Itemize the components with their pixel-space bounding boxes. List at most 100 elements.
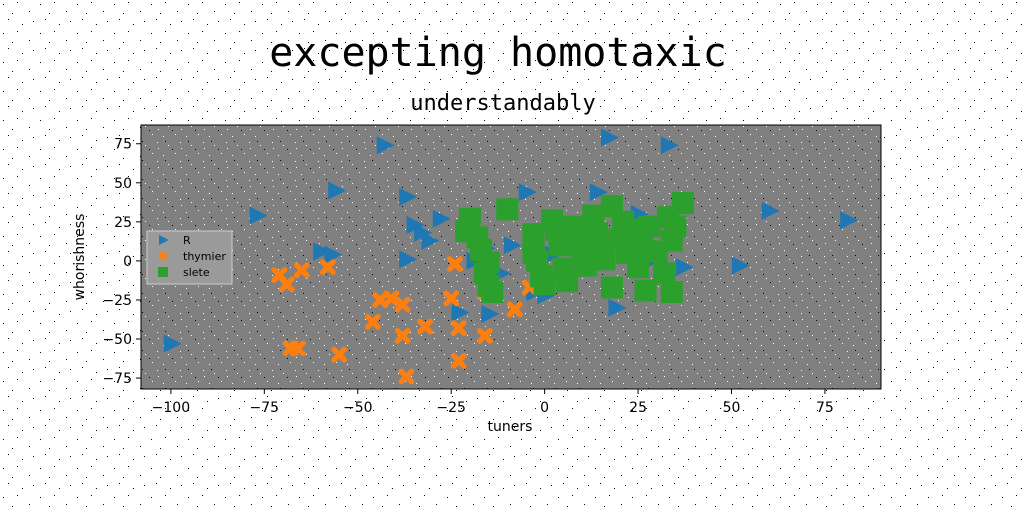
- data-point-R: [589, 183, 608, 202]
- data-point-thymier: [506, 301, 523, 318]
- y-tick-label: −50: [102, 332, 132, 348]
- data-point-R: [840, 211, 859, 230]
- marker-stroke: [372, 292, 389, 308]
- y-tick-label: 50: [114, 176, 132, 192]
- data-point-R: [608, 298, 627, 317]
- data-point-R: [324, 245, 343, 264]
- data-point-R: [328, 181, 347, 200]
- data-point-R: [399, 250, 418, 269]
- marker-stroke: [450, 353, 467, 369]
- data-point-slete: [653, 262, 676, 285]
- marker-stroke: [443, 290, 460, 307]
- marker-stroke: [319, 259, 336, 276]
- data-point-thymier: [282, 340, 299, 357]
- data-point-R: [313, 242, 332, 261]
- data-point-thymier: [417, 318, 433, 335]
- marker-stroke: [158, 251, 168, 261]
- data-point-slete: [593, 248, 616, 271]
- data-point-thymier: [394, 328, 411, 344]
- marker-stroke: [331, 346, 347, 363]
- x-tick-label: 50: [723, 400, 741, 416]
- data-point-R: [481, 305, 500, 324]
- chart-title: excepting homotaxic: [269, 30, 727, 76]
- data-point-thymier: [443, 290, 460, 307]
- data-point-thymier: [278, 276, 295, 293]
- data-point-slete: [548, 234, 571, 257]
- data-point-R: [630, 205, 649, 224]
- x-tick-label: −50: [343, 400, 373, 416]
- data-point-thymier: [364, 313, 381, 330]
- plot-frame: [140, 124, 882, 390]
- marker-stroke: [271, 267, 288, 283]
- data-point-thymier: [394, 296, 411, 313]
- data-point-R: [376, 136, 395, 155]
- marker-stroke: [278, 276, 295, 293]
- data-point-thymier: [383, 290, 400, 307]
- legend-label-slete: slete: [183, 266, 210, 279]
- y-tick-label: −75: [102, 371, 132, 387]
- data-point-R: [451, 303, 470, 322]
- data-point-R: [518, 183, 537, 202]
- data-point-slete: [556, 270, 579, 293]
- legend-marker-thymier: [158, 251, 168, 261]
- y-tick-label: −25: [102, 293, 132, 309]
- data-point-thymier: [476, 328, 493, 344]
- data-point-slete: [533, 273, 556, 296]
- data-point-slete: [582, 204, 605, 227]
- data-point-R: [249, 206, 268, 225]
- data-point-slete: [481, 281, 504, 304]
- y-tick-label: 75: [114, 137, 132, 153]
- data-point-thymier: [398, 368, 415, 385]
- data-point-thymier: [447, 256, 463, 272]
- legend-label-R: R: [183, 234, 191, 247]
- legend-label-thymier: thymier: [183, 250, 226, 263]
- x-tick-label: −25: [436, 400, 466, 416]
- data-point-slete: [627, 256, 650, 279]
- y-axis-label: whorishness: [72, 214, 88, 301]
- data-point-R: [163, 334, 182, 353]
- data-point-thymier: [331, 346, 347, 363]
- data-point-R: [421, 231, 440, 250]
- x-axis-label: tuners: [488, 419, 533, 435]
- data-point-thymier: [319, 259, 336, 276]
- data-point-R: [675, 258, 694, 277]
- data-point-thymier: [450, 353, 467, 369]
- marker-stroke: [293, 262, 310, 279]
- chart-subtitle: understandably: [410, 91, 595, 116]
- plot-noise: [141, 125, 881, 389]
- data-point-R: [731, 256, 750, 275]
- data-point-R: [503, 236, 522, 255]
- x-axis: −100 −75 −50 −25 0 25 50 75: [152, 389, 834, 416]
- data-point-slete: [638, 215, 661, 238]
- y-tick-label: 25: [114, 215, 132, 231]
- data-point-slete: [671, 192, 694, 215]
- legend-marker-slete: [158, 267, 168, 277]
- marker-stroke: [394, 296, 411, 313]
- data-point-slete: [664, 215, 687, 238]
- data-point-slete: [522, 223, 545, 246]
- data-point-slete: [574, 254, 597, 277]
- marker-stroke: [398, 368, 415, 385]
- data-point-slete: [660, 281, 683, 304]
- x-tick-label: 75: [816, 400, 834, 416]
- x-tick-label: −75: [250, 400, 280, 416]
- marker-stroke: [394, 328, 411, 344]
- marker-stroke: [447, 256, 463, 272]
- series-slete: [455, 192, 694, 304]
- data-point-slete: [634, 279, 657, 302]
- x-tick-label: −100: [152, 400, 190, 416]
- data-point-R: [761, 201, 780, 220]
- data-point-R: [399, 187, 418, 206]
- x-tick-label: 0: [540, 400, 549, 416]
- data-point-thymier: [450, 320, 467, 336]
- marker-stroke: [450, 320, 467, 336]
- data-point-R: [600, 128, 619, 147]
- marker-stroke: [476, 328, 493, 344]
- data-point-R: [432, 209, 451, 228]
- data-point-thymier: [293, 262, 310, 279]
- marker-stroke: [364, 313, 381, 330]
- marker-stroke: [282, 340, 299, 357]
- y-axis: −75 −50 −25 0 25 50 75: [102, 137, 141, 387]
